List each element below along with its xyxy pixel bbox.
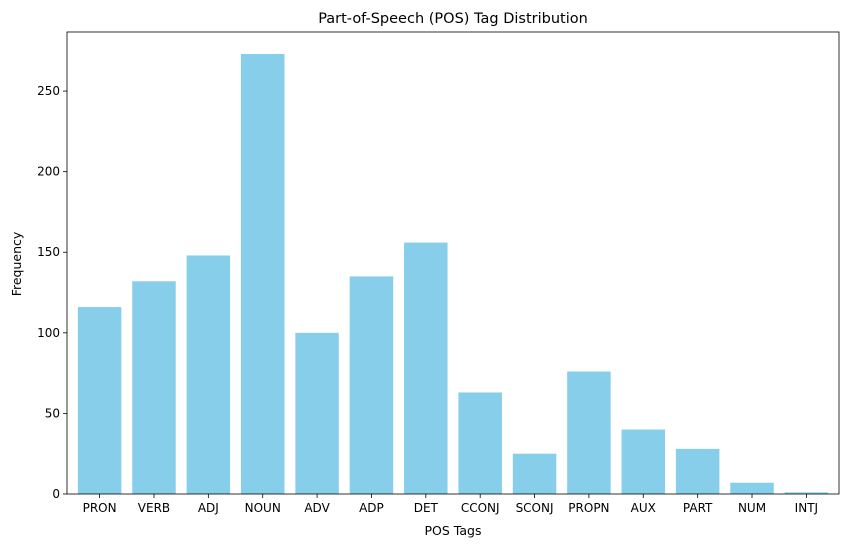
bar-verb: [132, 281, 176, 494]
bar-sconj: [512, 453, 557, 494]
x-tick-label-pron: PRON: [83, 501, 117, 515]
x-tick-label-num: NUM: [738, 501, 766, 515]
x-axis-label: POS Tags: [425, 523, 482, 538]
bar-cconj: [458, 392, 502, 494]
y-tick-label-0: 0: [52, 487, 60, 501]
x-tick-label-part: PART: [683, 501, 713, 515]
bar-adp: [349, 276, 394, 494]
plot-frame: [66, 31, 840, 495]
x-tick-label-propn: PROPN: [568, 501, 609, 515]
x-tick-label-sconj: SCONJ: [516, 501, 554, 515]
bar-adv: [295, 332, 339, 494]
bar-intj: [784, 492, 829, 494]
y-axis-label: Frequency: [9, 231, 24, 296]
bar-propn: [567, 371, 611, 494]
x-tick-label-cconj: CCONJ: [461, 501, 500, 515]
bar-noun: [240, 54, 285, 494]
y-tick-label-250: 250: [37, 84, 60, 98]
y-tick-label-100: 100: [37, 326, 60, 340]
y-tick-label-50: 50: [45, 406, 60, 420]
x-tick-label-adv: ADV: [304, 501, 330, 515]
bar-num: [730, 482, 774, 494]
bar-adj: [186, 255, 231, 494]
y-tick-label-150: 150: [37, 245, 60, 259]
x-tick-label-adp: ADP: [359, 501, 384, 515]
chart-title: Part-of-Speech (POS) Tag Distribution: [318, 11, 588, 27]
bar-det: [404, 242, 448, 494]
bar-part: [675, 448, 720, 494]
bar-aux: [621, 429, 666, 494]
x-tick-label-intj: INTJ: [795, 501, 818, 515]
bar-pron: [77, 307, 122, 494]
x-tick-label-aux: AUX: [631, 501, 656, 515]
x-tick-label-verb: VERB: [138, 501, 170, 515]
x-tick-label-noun: NOUN: [245, 501, 281, 515]
bars-layer: [77, 54, 829, 494]
y-tick-label-200: 200: [37, 165, 60, 179]
axes-layer: PRON VERB ADJ NOUN ADV ADP DET CCONJ SCONJ PROPN A…: [37, 31, 840, 515]
x-tick-label-adj: ADJ: [198, 501, 219, 515]
x-tick-label-det: DET: [414, 501, 439, 515]
